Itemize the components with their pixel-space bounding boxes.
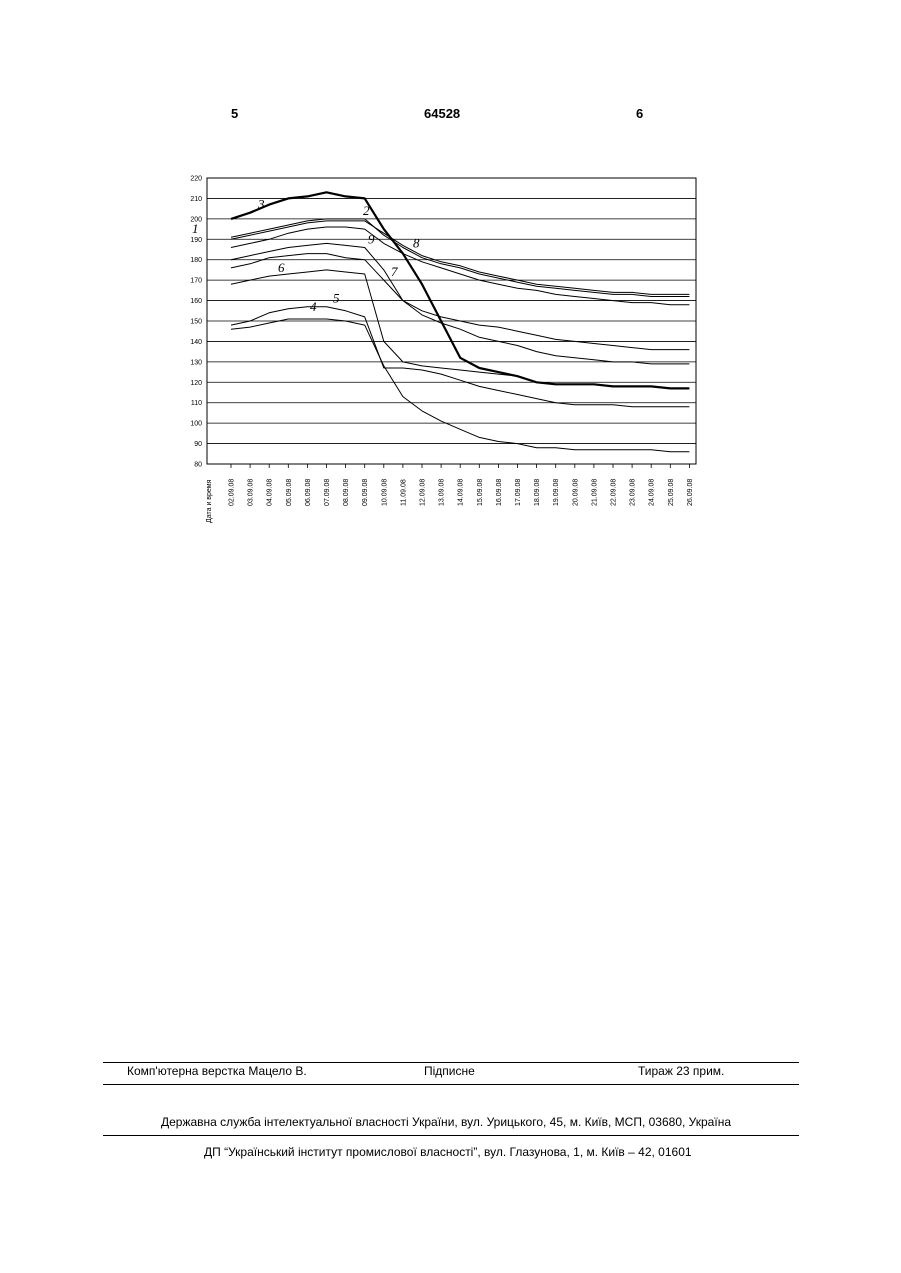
series-labels: 1 2 3 4 5 6 78 9 <box>192 197 420 314</box>
y-tick-label: 210 <box>190 196 202 203</box>
series-label-9: 9 <box>368 231 375 246</box>
x-tick-label: 13.09.08 <box>439 479 446 506</box>
x-tick-labels: 02.09.08 03.09.08 04.09.08 05.09.08 06.09.08… <box>229 479 694 506</box>
x-tick-label: 07.09.08 <box>324 479 331 506</box>
y-tick-label: 190 <box>190 237 202 244</box>
y-tick-label: 180 <box>190 257 202 264</box>
footer-rule-middle <box>103 1084 799 1085</box>
series-label-1: 1 <box>192 221 199 236</box>
x-tick-label: 25.09.08 <box>668 479 675 506</box>
y-tick-label: 220 <box>190 176 202 183</box>
y-tick-label: 100 <box>190 421 202 428</box>
x-axis-label: Дата и время <box>206 479 213 523</box>
y-tick-label: 150 <box>190 319 202 326</box>
x-tick-label: 16.09.08 <box>496 479 503 506</box>
x-tick-label: 08.09.08 <box>343 479 350 506</box>
x-tick-label: 06.09.08 <box>305 479 312 506</box>
x-tick-label: 03.09.08 <box>248 479 255 506</box>
y-tick-label: 160 <box>190 298 202 305</box>
y-tick-label: 120 <box>190 380 202 387</box>
x-tick-label: 15.09.08 <box>477 479 484 506</box>
series-label-6: 6 <box>278 260 285 275</box>
footer-signed: Підписне <box>424 1064 475 1078</box>
x-tick-label: 10.09.08 <box>381 479 388 506</box>
x-tick-label: 05.09.08 <box>286 479 293 506</box>
page-number-right: 6 <box>636 106 643 121</box>
y-tick-label: 80 <box>194 462 202 469</box>
series-line-2 <box>231 221 689 295</box>
series-label-5: 5 <box>333 291 340 306</box>
series-label-8: 8 <box>413 236 420 251</box>
x-tick-label: 14.09.08 <box>458 479 465 506</box>
y-tick-label: 170 <box>190 278 202 285</box>
line-chart: 8090100110120130140150160170180190200210… <box>180 170 710 540</box>
y-tick-label: 90 <box>194 441 202 448</box>
x-tick-label: 09.09.08 <box>362 479 369 506</box>
footer-circulation: Тираж 23 прим. <box>638 1064 724 1078</box>
series-label-7: 7 <box>391 264 398 279</box>
series-line-9 <box>231 243 689 364</box>
x-tick-label: 11.09.08 <box>400 479 407 506</box>
series-label-4: 4 <box>310 299 317 314</box>
x-tick-label: 26.09.08 <box>687 479 694 506</box>
x-tick-label: 23.09.08 <box>630 479 637 506</box>
series-label-2: 2 <box>363 203 370 218</box>
chart-grid <box>207 178 696 468</box>
x-tick-label: 20.09.08 <box>572 479 579 506</box>
page-number-left: 5 <box>231 106 238 121</box>
x-tick-label: 18.09.08 <box>534 479 541 506</box>
x-tick-label: 19.09.08 <box>553 479 560 506</box>
series-label-3: 3 <box>257 197 265 212</box>
y-tick-label: 130 <box>190 359 202 366</box>
x-tick-label: 24.09.08 <box>649 479 656 506</box>
footer-institute: ДП “Український інститут промислової вла… <box>204 1145 692 1159</box>
x-tick-label: 17.09.08 <box>515 479 522 506</box>
patent-number: 64528 <box>424 106 460 121</box>
y-tick-label: 140 <box>190 339 202 346</box>
chart-series <box>231 192 689 451</box>
x-tick-label: 12.09.08 <box>420 479 427 506</box>
footer-agency: Державна служба інтелектуальної власност… <box>161 1115 731 1129</box>
footer-rule-top <box>103 1062 799 1063</box>
x-tick-label: 04.09.08 <box>267 479 274 506</box>
x-tick-label: 02.09.08 <box>229 479 236 506</box>
series-line-3 <box>231 192 689 388</box>
x-tick-label: 21.09.08 <box>591 479 598 506</box>
x-tick-label: 22.09.08 <box>611 479 618 506</box>
footer-typesetting: Комп'ютерна верстка Мацело В. <box>127 1064 307 1078</box>
y-tick-labels: 8090100110120130140150160170180190200210… <box>190 176 202 469</box>
footer-rule-bottom <box>103 1135 799 1136</box>
y-tick-label: 110 <box>191 400 202 407</box>
